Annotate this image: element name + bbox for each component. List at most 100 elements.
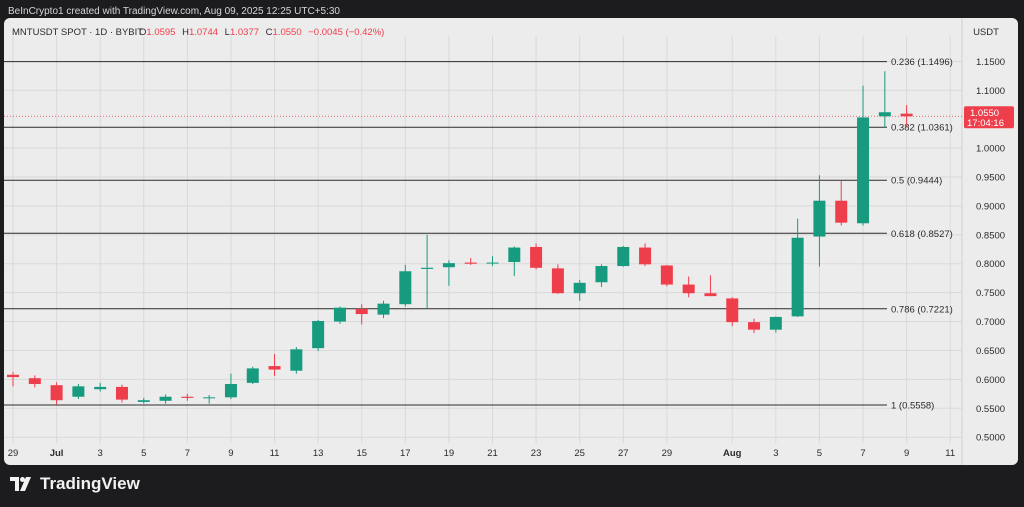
candle[interactable] xyxy=(682,276,695,298)
candle[interactable] xyxy=(573,279,586,301)
candle[interactable] xyxy=(246,366,259,385)
candle[interactable] xyxy=(94,382,107,392)
candle[interactable] xyxy=(835,181,848,226)
fib-level-label: 1 (0.5558) xyxy=(891,400,934,411)
candle-body-down xyxy=(268,366,281,370)
candle[interactable] xyxy=(224,373,237,400)
candle[interactable] xyxy=(769,316,782,333)
candle-body-up xyxy=(203,397,216,399)
candle[interactable] xyxy=(421,234,434,309)
candle[interactable] xyxy=(639,243,652,267)
candles-layer[interactable] xyxy=(7,71,913,405)
x-tick-label: 5 xyxy=(817,448,822,459)
candle[interactable] xyxy=(377,300,390,319)
legend: MNTUSDT SPOT · 1D · BYBIT O1.0595 H1.074… xyxy=(12,27,384,38)
x-tick-label: 9 xyxy=(228,448,233,459)
fib-level-label: 0.5 (0.9444) xyxy=(891,176,942,187)
y-tick-label: 0.7500 xyxy=(976,288,1005,299)
candle-body-up xyxy=(573,282,586,294)
candle[interactable] xyxy=(857,85,870,226)
candle[interactable] xyxy=(878,71,891,128)
y-tick-label: 1.1500 xyxy=(976,57,1005,68)
candle[interactable] xyxy=(704,275,717,297)
candle[interactable] xyxy=(530,243,543,270)
currency-label: USDT xyxy=(973,27,999,38)
candle[interactable] xyxy=(50,382,63,405)
y-tick-label: 0.7000 xyxy=(976,317,1005,328)
tradingview-logo[interactable]: TradingView xyxy=(10,474,140,494)
tradingview-logo-icon xyxy=(10,477,31,491)
x-tick-label: 11 xyxy=(945,448,955,459)
y-tick-label: 0.5000 xyxy=(976,433,1005,444)
x-tick-label: 3 xyxy=(773,448,778,459)
candle[interactable] xyxy=(181,393,194,401)
candle-body-up xyxy=(442,263,455,268)
candle[interactable] xyxy=(726,297,739,327)
candle[interactable] xyxy=(7,371,19,387)
candle[interactable] xyxy=(137,397,150,404)
candle-body-up xyxy=(72,386,85,397)
candle-body-up xyxy=(421,267,434,269)
candle-body-up xyxy=(508,247,521,263)
candle-body-up xyxy=(813,200,826,237)
x-tick-label: 11 xyxy=(270,448,280,459)
y-tick-label: 0.8000 xyxy=(976,259,1005,270)
candle[interactable] xyxy=(115,384,128,403)
candle-body-down xyxy=(835,200,848,223)
candle[interactable] xyxy=(268,353,281,376)
candle[interactable] xyxy=(551,264,564,294)
candle[interactable] xyxy=(333,306,346,324)
y-axis[interactable]: 0.5000 0.5500 0.6000 0.6500 0.7000 0.7500 0.80… xyxy=(964,57,1014,444)
y-tick-label: 0.6000 xyxy=(976,375,1005,386)
candle[interactable] xyxy=(660,264,673,287)
candle[interactable] xyxy=(290,347,303,374)
attribution-text: BeInCrypto1 created with TradingView.com… xyxy=(8,6,340,17)
x-tick-label: 23 xyxy=(531,448,542,459)
candle[interactable] xyxy=(813,175,826,267)
candle[interactable] xyxy=(791,218,804,317)
tradingview-brand-text: TradingView xyxy=(40,474,140,493)
x-axis[interactable]: 29 Jul 3 5 7 9 11 13 15 17 19 21 23 25 27 29 Aug 3 5 7 9 11 xyxy=(8,448,955,459)
candle[interactable] xyxy=(72,384,85,400)
x-tick-label: 7 xyxy=(860,448,865,459)
candle-body-down xyxy=(682,284,695,294)
x-tick-label: Aug xyxy=(723,448,742,459)
x-tick-label: 19 xyxy=(444,448,455,459)
candlestick-chart[interactable]: 0.236 (1.1496) 0.382 (1.0361) 0.5 (0.9444)… xyxy=(4,18,1018,465)
x-tick-label: 15 xyxy=(356,448,367,459)
candle-body-up xyxy=(486,262,499,264)
candle[interactable] xyxy=(900,105,913,127)
chart-panel[interactable]: 0.236 (1.1496) 0.382 (1.0361) 0.5 (0.9444)… xyxy=(4,18,1018,465)
y-tick-label: 0.8500 xyxy=(976,230,1005,241)
candle-body-down xyxy=(704,293,717,297)
candle[interactable] xyxy=(617,245,630,267)
y-tick-label: 0.9500 xyxy=(976,173,1005,184)
x-tick-label: 7 xyxy=(185,448,190,459)
candle[interactable] xyxy=(442,260,455,286)
candle-body-down xyxy=(355,308,368,315)
current-price-countdown: 17:04:16 xyxy=(967,118,1004,129)
current-price-value: 1.0550 xyxy=(970,108,999,119)
candle[interactable] xyxy=(508,246,521,276)
x-tick-label: 9 xyxy=(904,448,909,459)
candle-body-down xyxy=(900,113,913,117)
candle-body-up xyxy=(312,320,325,349)
candle[interactable] xyxy=(355,304,368,325)
candle-body-down xyxy=(639,247,652,265)
candle[interactable] xyxy=(312,319,325,352)
candle[interactable] xyxy=(28,375,41,388)
candle[interactable] xyxy=(595,264,608,287)
candle[interactable] xyxy=(464,257,477,265)
candle-body-down xyxy=(50,385,63,401)
y-tick-label: 1.0000 xyxy=(976,144,1005,155)
candle[interactable] xyxy=(203,395,216,404)
candle[interactable] xyxy=(399,264,412,307)
legend-close-label: C xyxy=(266,27,273,38)
candle[interactable] xyxy=(748,318,761,334)
candle[interactable] xyxy=(159,394,172,404)
candle[interactable] xyxy=(486,256,499,267)
fib-level-label: 0.382 (1.0361) xyxy=(891,123,953,134)
x-tick-label: 29 xyxy=(662,448,673,459)
x-tick-label: 17 xyxy=(400,448,411,459)
